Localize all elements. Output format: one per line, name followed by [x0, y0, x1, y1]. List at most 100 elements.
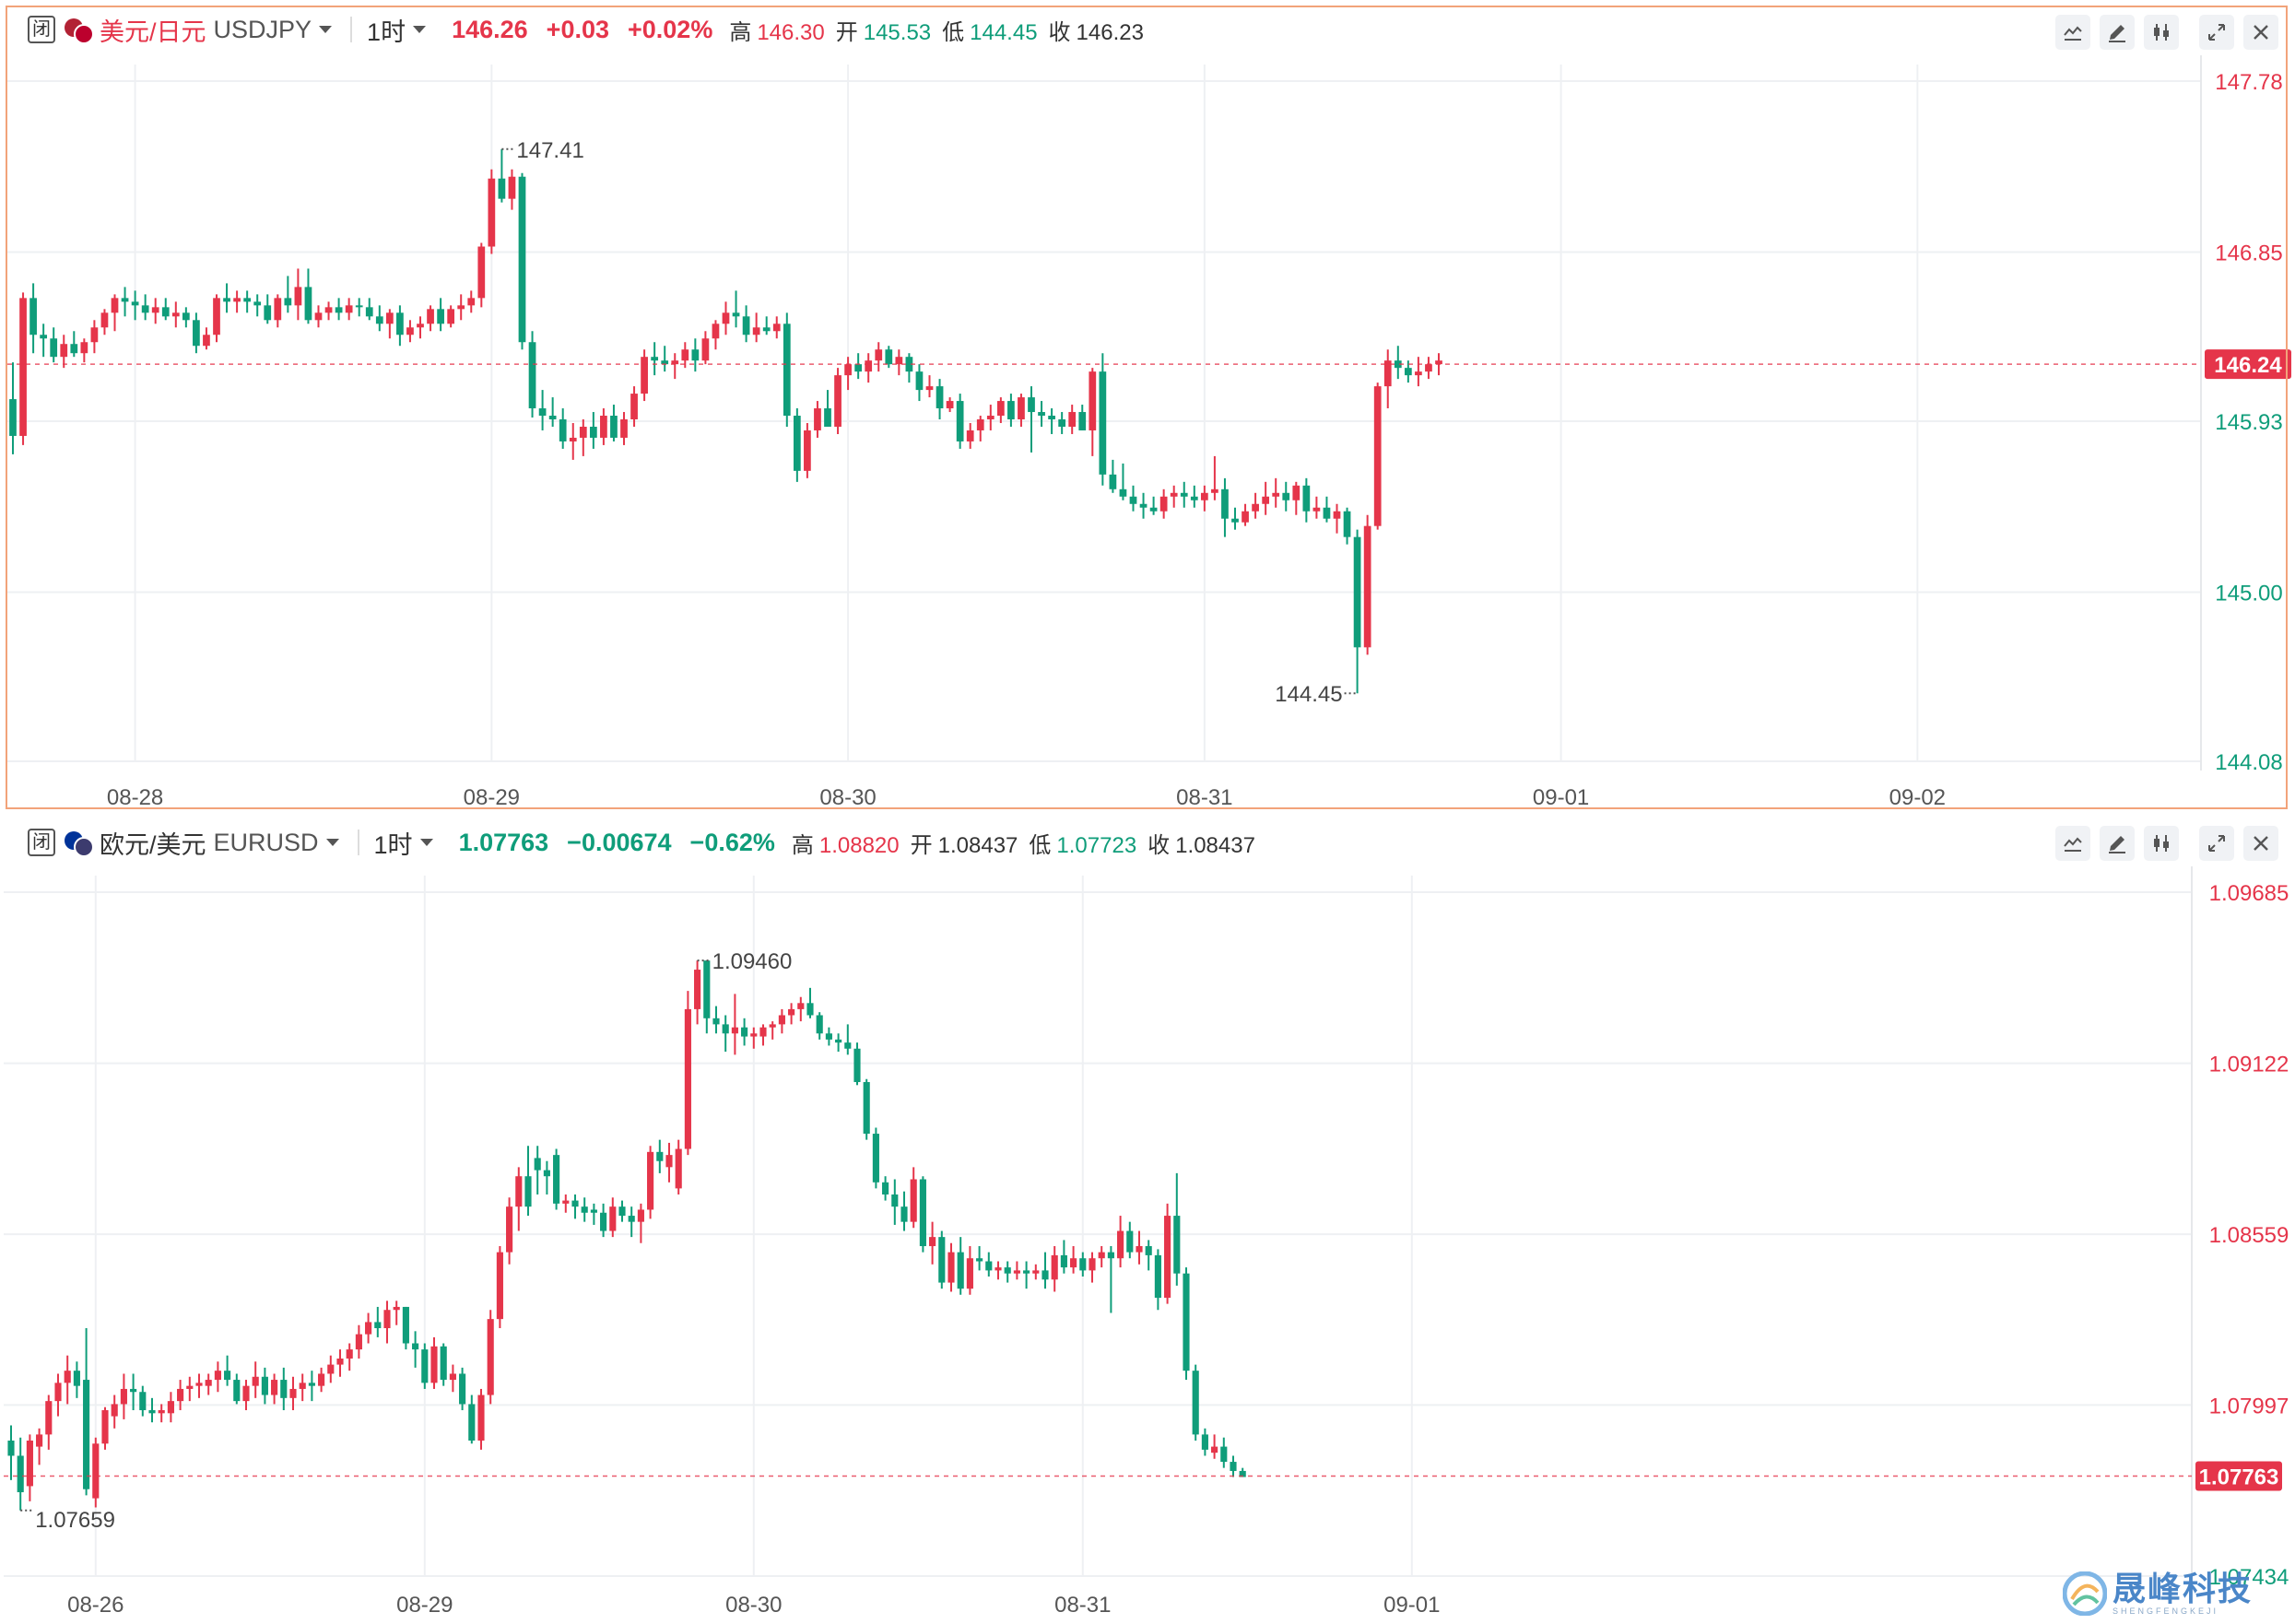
candle-body [976, 1258, 983, 1262]
candle-body [731, 1027, 738, 1034]
candle-body [1058, 419, 1066, 427]
expand-icon[interactable] [2199, 15, 2234, 50]
candle-body [742, 316, 750, 335]
candle-body [1089, 371, 1097, 430]
candle [618, 1200, 626, 1222]
timeframe-selector[interactable]: 1时 [367, 18, 406, 46]
candle [589, 412, 597, 449]
candle-body [271, 1380, 278, 1395]
candle [1099, 353, 1107, 486]
candle-body [814, 408, 821, 430]
symbol-code[interactable]: USDJPY [213, 15, 312, 43]
expand-icon[interactable] [2199, 826, 2234, 861]
candle [383, 1300, 391, 1344]
candle-body [101, 1410, 109, 1444]
candle-type-icon[interactable] [2144, 15, 2179, 50]
candle-body [806, 1003, 814, 1016]
candle [579, 419, 587, 456]
candle-body [910, 1179, 917, 1222]
candle [824, 390, 831, 427]
candle [158, 1404, 165, 1423]
candle [684, 991, 691, 1156]
candle-body [675, 1148, 682, 1189]
candle-body [553, 1155, 560, 1204]
close-icon[interactable] [2243, 826, 2278, 861]
candle [600, 408, 607, 445]
draw-pencil-icon[interactable] [2100, 826, 2135, 861]
candle [203, 327, 210, 350]
candle [875, 342, 883, 372]
candle [186, 1376, 194, 1402]
candle [701, 331, 710, 365]
candle-body [957, 1252, 964, 1289]
candle [647, 1146, 654, 1219]
candle-body [915, 371, 924, 391]
candle-body [274, 298, 282, 321]
candle [1136, 1230, 1143, 1265]
timeframe-dropdown-icon[interactable] [413, 26, 427, 33]
candle-body [508, 176, 516, 199]
indicator-icon[interactable] [2055, 15, 2090, 50]
candle-body [750, 1033, 758, 1037]
usdjpy-chart[interactable]: 147.78 146.85 145.93 145.00 144.08 08-28 08-29… [0, 0, 2295, 811]
draw-pencil-icon[interactable] [2100, 15, 2135, 50]
candle-body [1312, 507, 1321, 512]
candle [651, 342, 659, 376]
candle [324, 301, 333, 321]
candle [253, 294, 262, 317]
x-tick-label: 08-30 [819, 785, 876, 810]
candle-body [1007, 401, 1015, 420]
candle-body [1302, 485, 1311, 512]
candle-body [684, 1008, 691, 1149]
indicator-icon[interactable] [2055, 826, 2090, 861]
candle-body [280, 1380, 288, 1398]
candle-body [637, 1209, 644, 1222]
candle [468, 1395, 476, 1444]
candle [213, 294, 220, 343]
candle [946, 397, 954, 413]
candle-body [158, 1410, 165, 1414]
timeframe-selector[interactable]: 1时 [373, 830, 413, 859]
candle [671, 353, 679, 380]
us-jp-flag-icon [65, 17, 94, 44]
candle [1230, 1455, 1237, 1477]
timeframe-dropdown-icon[interactable] [419, 839, 433, 846]
candle-body [120, 1388, 127, 1405]
candle [498, 148, 506, 203]
candle-body [966, 430, 974, 441]
symbol-dropdown-icon[interactable] [325, 839, 339, 846]
candle [1353, 529, 1361, 694]
candle [488, 169, 496, 254]
candle [1023, 1261, 1030, 1289]
y-tick-label: 1.08559 [2209, 1223, 2289, 1248]
x-tick-label: 08-31 [1054, 1593, 1111, 1618]
close-icon[interactable] [2243, 15, 2278, 50]
candle [355, 1324, 362, 1359]
candle [788, 1003, 795, 1025]
candle-body [769, 1024, 776, 1028]
candle-body [1170, 492, 1178, 497]
candle-body [788, 1008, 795, 1016]
symbol-name[interactable]: 欧元/美元 [100, 830, 206, 859]
candle-body [885, 349, 893, 365]
eurusd-chart[interactable]: 1.09685 1.09122 1.08559 1.07997 1.07434 08-26… [0, 811, 2295, 1624]
candle [910, 1167, 917, 1229]
candle [92, 1437, 100, 1508]
candle [1333, 503, 1341, 534]
candle-type-icon[interactable] [2144, 826, 2179, 861]
symbol-code[interactable]: EURUSD [213, 828, 319, 856]
candle-body [243, 298, 252, 302]
candle-body [498, 178, 506, 199]
low-label: 低 [1029, 832, 1052, 858]
candle [581, 1197, 588, 1222]
ohlc-readout: 高 146.30 开 145.53 低 144.45 收 146.23 [729, 14, 1155, 46]
candle [308, 1371, 315, 1402]
candle [1173, 1172, 1181, 1286]
usdjpy-toolbar [2046, 15, 2278, 50]
candle [365, 1312, 372, 1344]
symbol-dropdown-icon[interactable] [319, 26, 333, 33]
symbol-name[interactable]: 美元/日元 [100, 18, 206, 46]
candle-body [741, 1027, 748, 1037]
candle-body [193, 320, 200, 347]
high-label: 高 [729, 19, 752, 45]
